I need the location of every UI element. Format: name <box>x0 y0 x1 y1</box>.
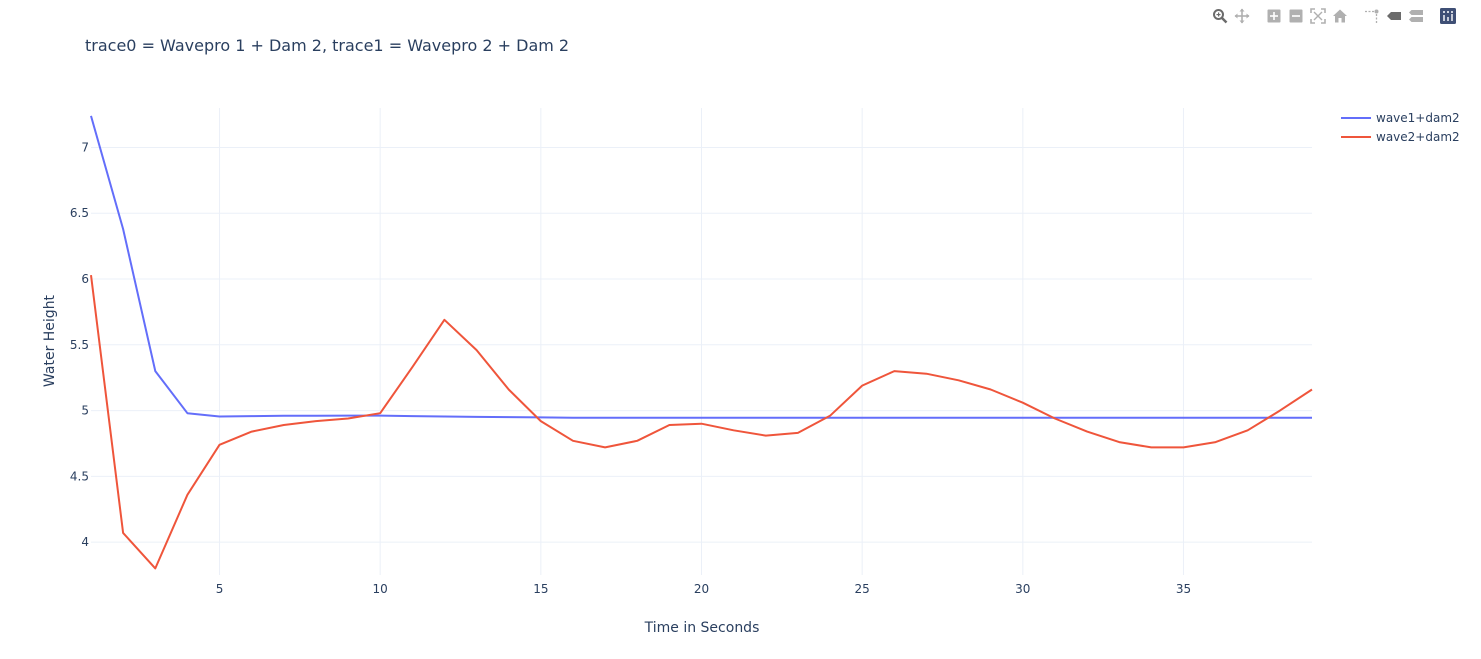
plotly-logo-icon[interactable] <box>1437 6 1459 26</box>
y-tick-label: 7 <box>81 140 89 154</box>
legend: wave1+dam2 wave2+dam2 <box>1341 108 1460 146</box>
zoom-in-icon[interactable] <box>1263 6 1285 26</box>
y-tick-label: 6 <box>81 272 89 286</box>
x-tick-label: 5 <box>216 582 224 596</box>
legend-label: wave1+dam2 <box>1376 110 1460 125</box>
tick-labels: 5 10 15 20 25 30 35 4 4.5 5 5.5 6 6.5 7 <box>70 140 1191 596</box>
legend-swatch <box>1341 135 1371 138</box>
x-tick-label: 35 <box>1176 582 1191 596</box>
x-tick-label: 20 <box>694 582 709 596</box>
chart-title: trace0 = Wavepro 1 + Dam 2, trace1 = Wav… <box>85 36 570 55</box>
spike-lines-icon[interactable] <box>1361 6 1383 26</box>
y-tick-label: 4 <box>81 535 89 549</box>
series-line-1[interactable] <box>90 115 1312 419</box>
x-tick-label: 10 <box>373 582 388 596</box>
y-tick-label: 4.5 <box>70 469 89 483</box>
y-tick-label: 5 <box>81 404 89 418</box>
legend-label: wave2+dam2 <box>1376 129 1460 144</box>
x-tick-label: 25 <box>855 582 870 596</box>
legend-swatch <box>1341 116 1371 119</box>
autoscale-icon[interactable] <box>1307 6 1329 26</box>
zoom-out-icon[interactable] <box>1285 6 1307 26</box>
series-lines <box>90 115 1313 570</box>
x-axis-label: Time in Seconds <box>644 620 760 636</box>
legend-item-wave2[interactable]: wave2+dam2 <box>1341 127 1460 146</box>
pan-icon[interactable] <box>1231 6 1253 26</box>
y-axis-label: Water Height <box>42 294 58 387</box>
x-tick-label: 15 <box>533 582 548 596</box>
zoom-icon[interactable] <box>1209 6 1231 26</box>
y-tick-label: 6.5 <box>70 206 89 220</box>
legend-item-wave1[interactable]: wave1+dam2 <box>1341 108 1460 127</box>
x-tick-label: 30 <box>1015 582 1030 596</box>
y-tick-label: 5.5 <box>70 338 89 352</box>
series-line-2[interactable] <box>90 274 1313 570</box>
hover-compare-icon[interactable] <box>1405 6 1427 26</box>
modebar <box>1209 6 1459 26</box>
grid <box>91 108 1312 575</box>
reset-axes-icon[interactable] <box>1329 6 1351 26</box>
hover-closest-icon[interactable] <box>1383 6 1405 26</box>
